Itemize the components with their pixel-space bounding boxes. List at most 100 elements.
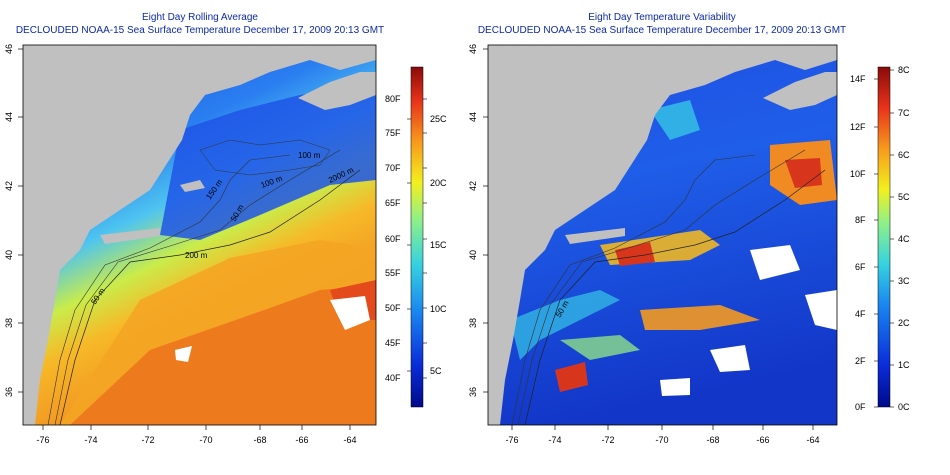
left-cb-f-1: 80F	[385, 94, 401, 104]
right-y-tick-2: 38	[468, 318, 478, 328]
left-cb-c-1: 25C	[430, 114, 447, 124]
right-cb-f-4: 8F	[855, 215, 866, 225]
left-isobath-georges	[199, 139, 331, 176]
right-cb-f-5: 6F	[855, 262, 866, 272]
right-var-patch-3	[785, 158, 822, 188]
left-land-mainland	[23, 45, 376, 425]
left-land-nova-scotia	[298, 72, 376, 110]
right-x-tick-7: -64	[806, 435, 819, 445]
left-isobath-200m	[59, 169, 361, 425]
right-var-patch-9	[560, 335, 640, 360]
left-land-long-island	[100, 228, 160, 244]
left-isobath-50m	[47, 154, 291, 425]
right-cb-f-7: 2F	[855, 356, 866, 366]
left-cb-f-2: 75F	[385, 128, 401, 138]
right-cb-c-3: 6C	[898, 150, 910, 160]
right-panel-title: Eight Day Temperature Variability	[588, 12, 735, 23]
right-x-axis: -76 -74 -72 -70 -68 -66 -64	[505, 425, 820, 445]
left-isobath-label-1: 200 m	[185, 251, 208, 260]
right-plot-frame	[487, 44, 838, 426]
left-land-cape-cod	[180, 180, 205, 192]
left-panel-title: Eight Day Rolling Average	[142, 12, 258, 23]
left-cloud-gap-1	[330, 296, 370, 330]
right-isobath-100m	[517, 149, 806, 425]
left-colorbar-scale	[410, 66, 424, 408]
left-y-tick-4: 42	[4, 181, 14, 191]
left-x-tick-4: -70	[199, 435, 212, 445]
left-y-axis: 36 38 40 42 44 46	[4, 44, 23, 397]
right-cb-c-7: 2C	[898, 318, 910, 328]
right-var-patch-5	[615, 242, 655, 266]
left-x-tick-1: -76	[36, 435, 49, 445]
right-x-tick-2: -74	[548, 435, 561, 445]
right-cb-f-1: 14F	[850, 74, 866, 84]
right-var-patch-1	[650, 100, 700, 140]
right-cloud-gap-2	[805, 290, 837, 330]
left-x-tick-6: -66	[295, 435, 308, 445]
left-colorbar: 80F 75F 70F 65F 60F 55F 50F 45F 40F 25C …	[385, 66, 447, 408]
left-x-tick-2: -74	[84, 435, 97, 445]
left-cb-f-3: 70F	[385, 163, 401, 173]
left-y-tick-3: 40	[4, 250, 14, 260]
left-x-tick-3: -72	[141, 435, 154, 445]
right-land-nova-scotia	[763, 72, 837, 110]
right-cb-f-6: 4F	[855, 309, 866, 319]
right-y-tick-4: 42	[468, 181, 478, 191]
right-cb-c-9: 0C	[898, 402, 910, 412]
right-cloud-gap-4	[660, 378, 690, 396]
left-cb-f-8: 45F	[385, 338, 401, 348]
left-cb-c-2: 20C	[430, 178, 447, 188]
right-y-axis: 36 38 40 42 44 46	[468, 44, 488, 397]
right-cloud-gap-3	[710, 345, 750, 372]
right-map	[488, 45, 837, 425]
left-panel-subtitle: DECLOUDED NOAA-15 Sea Surface Temperatur…	[16, 25, 384, 36]
right-var-patch-6	[640, 305, 760, 330]
right-var-patch-7	[555, 362, 588, 392]
right-cb-f-2: 12F	[850, 122, 866, 132]
left-x-axis: -76 -74 -72 -70 -68 -66 -64	[36, 425, 357, 445]
left-isobath-100m	[54, 149, 341, 425]
left-plot-frame	[22, 44, 377, 426]
left-cb-f-6: 55F	[385, 268, 401, 278]
right-x-tick-6: -66	[756, 435, 769, 445]
right-y-tick-5: 44	[468, 112, 478, 122]
right-x-tick-1: -76	[505, 435, 518, 445]
left-cb-c-3: 15C	[430, 240, 447, 250]
left-y-tick-2: 38	[4, 318, 14, 328]
right-x-tick-3: -72	[601, 435, 614, 445]
right-x-tick-5: -68	[706, 435, 719, 445]
right-cb-f-8: 0F	[855, 402, 866, 412]
left-cb-f-5: 60F	[385, 234, 401, 244]
left-cb-f-4: 65F	[385, 198, 401, 208]
right-y-tick-6: 46	[468, 44, 478, 54]
right-colorbar-scale	[877, 66, 891, 408]
right-panel-subtitle: DECLOUDED NOAA-15 Sea Surface Temperatur…	[478, 25, 846, 36]
right-colorbar: 14F 12F 10F 8F 6F 4F 2F 0F 8C 7C 6C 5C 4…	[850, 65, 910, 412]
right-y-tick-3: 40	[468, 250, 478, 260]
right-cb-c-8: 1C	[898, 360, 910, 370]
left-y-tick-6: 46	[4, 44, 14, 54]
right-y-tick-1: 36	[468, 387, 478, 397]
right-cb-c-2: 7C	[898, 108, 910, 118]
left-cb-c-5: 5C	[430, 366, 442, 376]
right-cb-c-5: 4C	[898, 234, 910, 244]
left-gulf-stream	[70, 285, 376, 425]
left-cb-f-9: 40F	[385, 373, 401, 383]
left-cb-f-7: 50F	[385, 303, 401, 313]
right-land-mainland	[488, 45, 837, 425]
left-isobath-label-2: 100 m	[298, 151, 321, 160]
right-isobath-50m	[511, 154, 756, 425]
left-map	[23, 45, 376, 425]
left-y-tick-1: 36	[4, 387, 14, 397]
right-isobath-200m	[524, 169, 826, 425]
right-cloud-gap-1	[750, 245, 800, 280]
right-cb-c-1: 8C	[898, 65, 910, 75]
left-x-tick-7: -64	[343, 435, 356, 445]
left-x-tick-5: -68	[253, 435, 266, 445]
left-cold-shelf-water	[160, 85, 376, 240]
right-cb-f-3: 10F	[850, 169, 866, 179]
right-cb-c-6: 3C	[898, 276, 910, 286]
left-cloud-gap-2	[175, 346, 192, 362]
right-land-long-island	[565, 228, 625, 244]
